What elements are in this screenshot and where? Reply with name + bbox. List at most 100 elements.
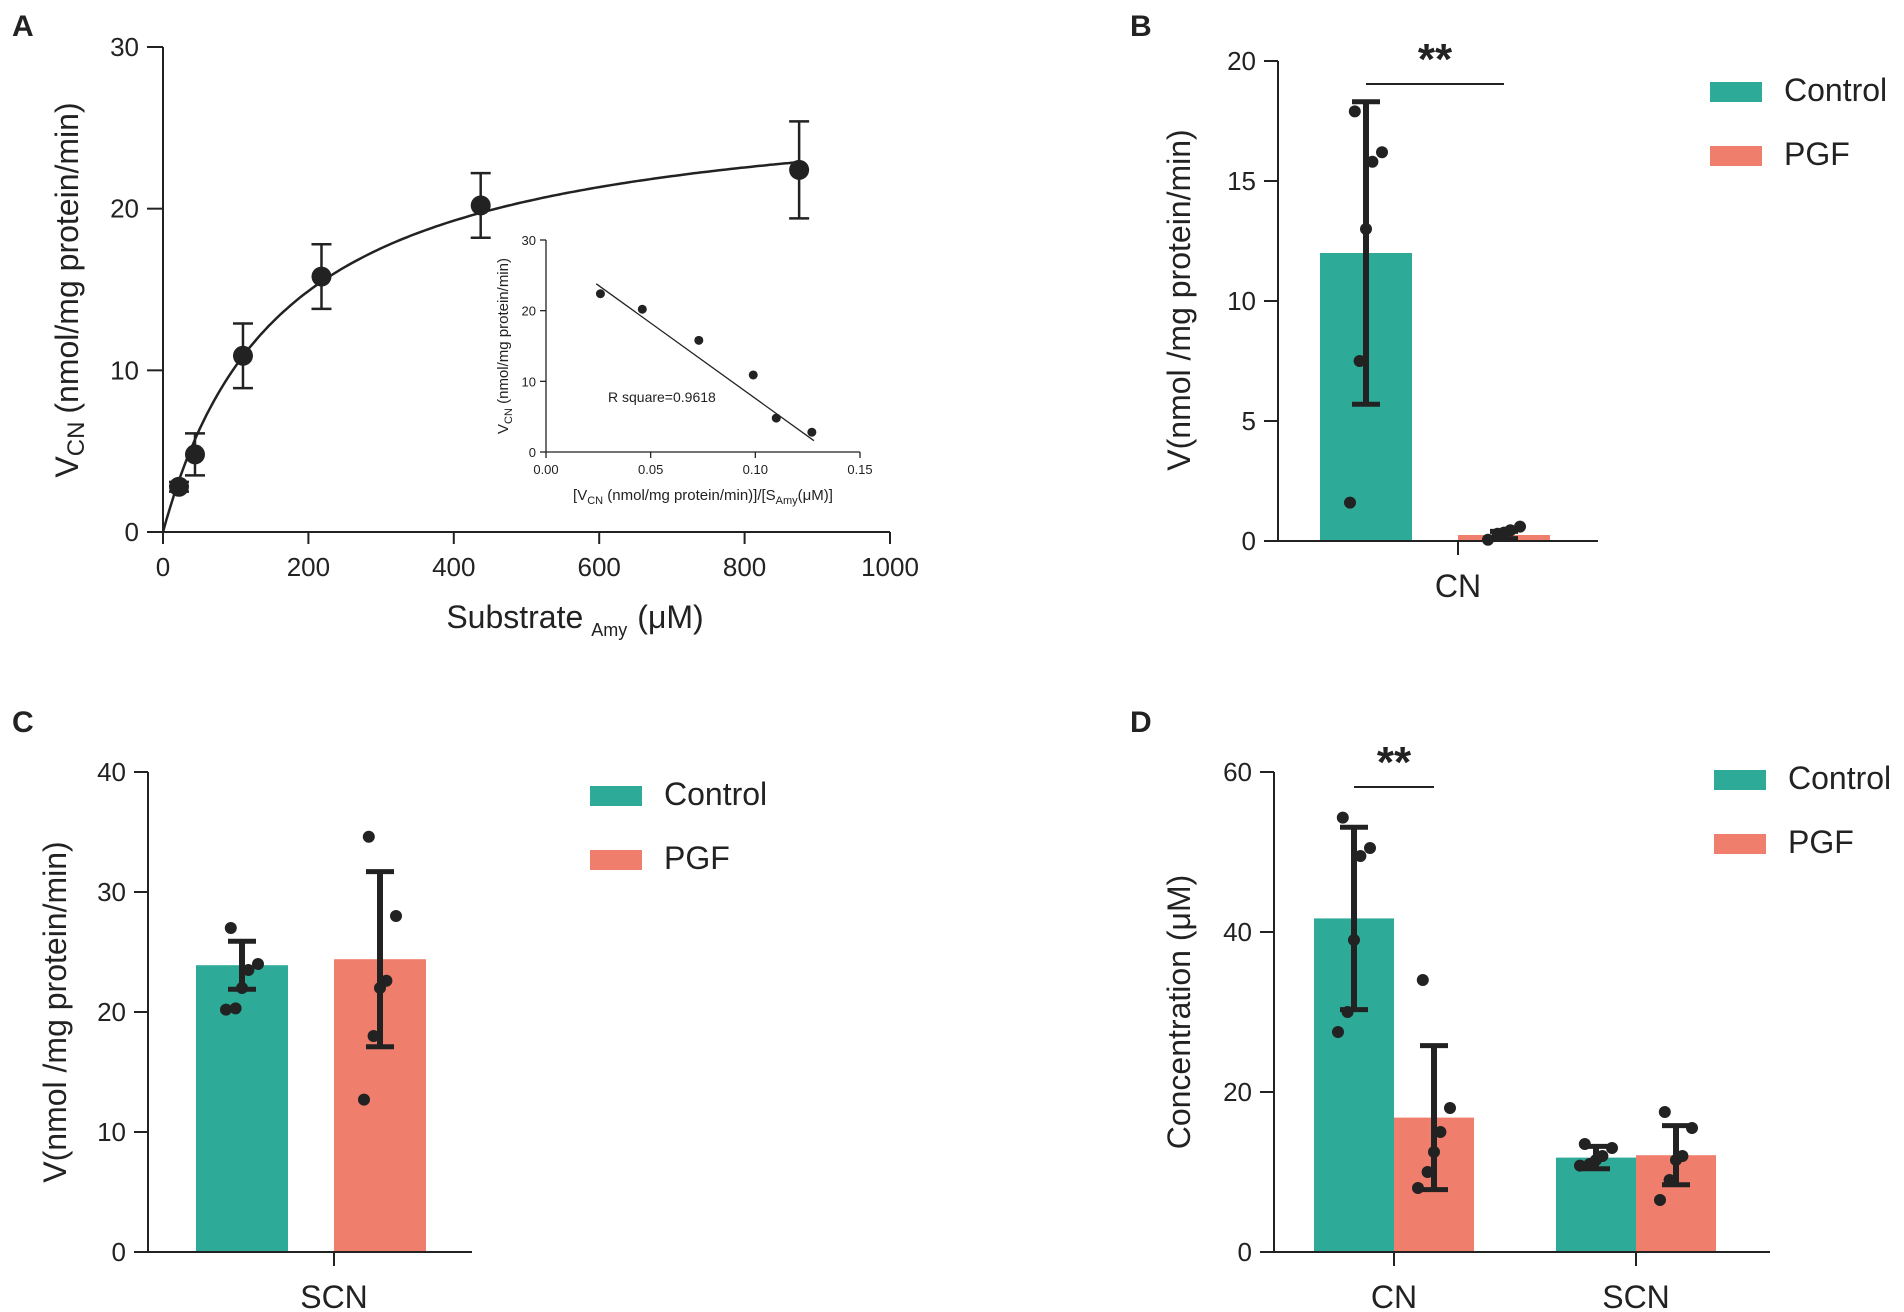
legend-swatch-control [1710,82,1762,102]
inset-y-tick-label: 10 [522,374,536,389]
replicate-dot [1596,1150,1609,1162]
panel-d: D 0 20 40 60 CN SCN Concentration (μM) ** Control… [1130,706,1891,1312]
replicate-dot [1654,1194,1666,1206]
legend-swatch-control [1714,770,1766,790]
data-point-2 [232,345,253,366]
replicate-dot [252,958,264,970]
inset-chart: 0.00 0.05 0.10 0.15 0 10 20 30 R square=0.9618 [V… [495,233,873,507]
replicate-dot [1514,520,1526,533]
replicate-dot [1341,1006,1354,1018]
inset-x-tick-label: 0.05 [638,462,663,477]
replicate-dot [1574,1159,1586,1172]
panel-c-letter: C [12,706,34,739]
x-tick-label: 400 [432,552,475,582]
replicate-dot [236,982,248,994]
replicate-dot [1364,842,1376,854]
inset-x-title-sub2: Amy [776,495,799,507]
legend-label-control: Control [664,776,767,812]
y-tick-label: 0 [125,517,139,547]
replicate-dot [367,1030,380,1042]
bar-control-scn [196,965,288,1252]
replicate-dot [1336,811,1349,824]
y-tick-label: 20 [1227,46,1256,76]
inset-fit-line [595,283,815,442]
y-tick-label: 10 [97,1117,126,1147]
y-axis-title: VCN (nmol/mg protein/min) [49,102,90,477]
replicate-dot [220,1003,232,1016]
y-tick-label: 10 [1227,286,1256,316]
y-tick-label: 20 [110,194,139,224]
inset-x-tick-label: 0.15 [847,462,872,477]
panel-d-letter: D [1130,706,1152,739]
inset-point-4 [771,413,781,423]
inset-x-tick-label: 0.00 [533,462,558,477]
replicate-dot [380,974,393,987]
replicate-dot [1578,1138,1591,1150]
y-tick-label: 5 [1242,406,1256,436]
y-tick-label: 40 [1223,917,1252,947]
x-tick-label: 600 [578,552,621,582]
replicate-dot [1353,355,1366,367]
replicate-dot [1482,533,1494,546]
inset-y-title-sub: CN [503,408,515,424]
panel-a-letter: A [12,10,34,43]
data-point-5 [789,159,810,180]
replicate-dot [1421,1166,1434,1178]
legend-swatch-pgf [1710,146,1762,166]
y-tick-label: 20 [97,997,126,1027]
replicate-dot [1348,105,1361,118]
data-point-1 [184,444,205,465]
replicate-dot [1686,1122,1698,1134]
replicate-dot [1658,1106,1671,1118]
inset-y-tick-label: 0 [529,445,536,460]
panel-c: C 0 10 20 30 40 SCN V(nmol /mg protein/min) Cont… [12,706,767,1312]
y-tick-label: 30 [97,877,126,907]
y-tick-label: 0 [112,1237,126,1267]
inset-x-tick-label: 0.10 [743,462,768,477]
significance-label: ** [1377,738,1412,787]
inset-x-title-mid: (nmol/mg protein/min)]/[S [603,487,776,504]
inset-y-title-main: V [495,424,512,434]
inset-x-title-sub1: CN [587,495,603,507]
replicate-dot [362,830,375,843]
inset-point-0 [595,289,605,299]
inset-x-title: [VCN (nmol/mg protein/min)]/[SAmy(μM)] [573,487,833,507]
replicate-dot [1434,1126,1447,1138]
replicate-dot [1663,1174,1676,1186]
inset-y-tick-label: 30 [522,233,536,248]
y-axis-title: V(nmol /mg protein/min) [1161,129,1197,470]
replicate-dot [1676,1150,1689,1162]
x-tick-label: 0 [156,552,170,582]
panel-b-letter: B [1130,10,1152,43]
x-tick-label: 800 [723,552,766,582]
y-tick-label: 0 [1242,526,1256,556]
inset-point-5 [807,427,817,437]
y-tick-label: 0 [1238,1237,1252,1267]
x-title-unit: (μM) [637,599,703,635]
x-axis-title: Substrate Amy (μM) [446,599,703,640]
legend-swatch-pgf [590,850,642,870]
replicate-dot [1376,146,1388,159]
data-point-4 [470,195,491,216]
replicate-dot [1348,934,1360,946]
inset-y-title-unit: (nmol/mg protein/min) [495,258,512,408]
y-tick-label: 30 [110,32,139,62]
legend-label-control: Control [1788,760,1891,796]
inset-y-title: VCN (nmol/mg protein/min) [495,258,515,434]
replicate-dot [1504,524,1517,537]
legend-swatch-pgf [1714,834,1766,854]
x-tick-label: 1000 [861,552,919,582]
y-title-sub: CN [63,422,90,457]
y-tick-label: 15 [1227,166,1256,196]
y-tick-label: 40 [97,757,126,787]
category-label: CN [1371,1279,1417,1312]
y-tick-label: 60 [1223,757,1252,787]
y-title-main: V [49,456,85,478]
inset-point-2 [694,335,704,345]
inset-point-1 [637,304,647,314]
inset-x-title-open: [V [573,487,587,504]
legend-label-pgf: PGF [1788,824,1854,860]
replicate-dot [224,922,237,934]
